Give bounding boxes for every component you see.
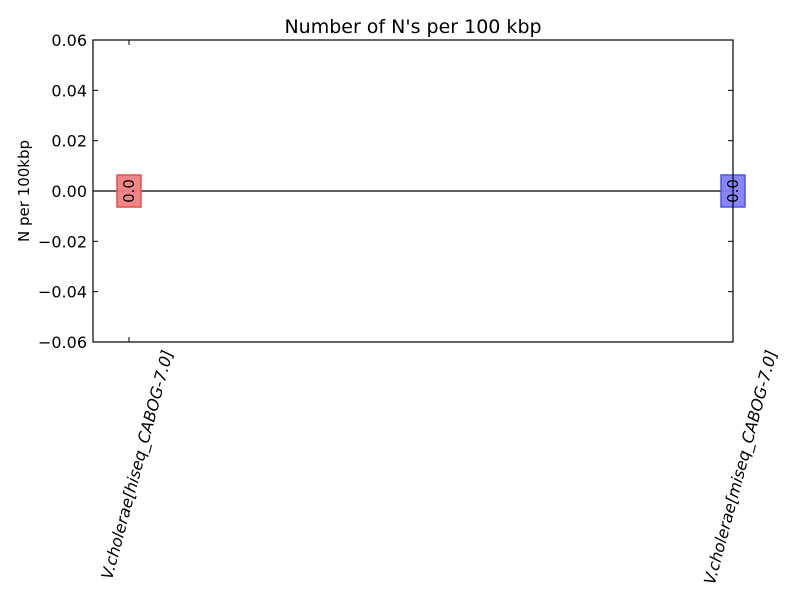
- y-tick-label: 0.04: [51, 81, 87, 100]
- y-tick-label: −0.02: [38, 232, 87, 251]
- y-tick-label: 0.06: [51, 31, 87, 50]
- y-tick-label: 0.00: [51, 182, 87, 201]
- y-tick-label: −0.04: [38, 283, 87, 302]
- plot-frame: [92, 39, 734, 343]
- y-tick-label: −0.06: [38, 333, 87, 352]
- bar: [116, 174, 142, 208]
- data-label: 0.0: [120, 179, 138, 203]
- y-tick-label: 0.02: [51, 132, 87, 151]
- y-axis-label: N per 100kbp: [15, 140, 33, 242]
- chart-title: Number of N's per 100 kbp: [284, 16, 541, 38]
